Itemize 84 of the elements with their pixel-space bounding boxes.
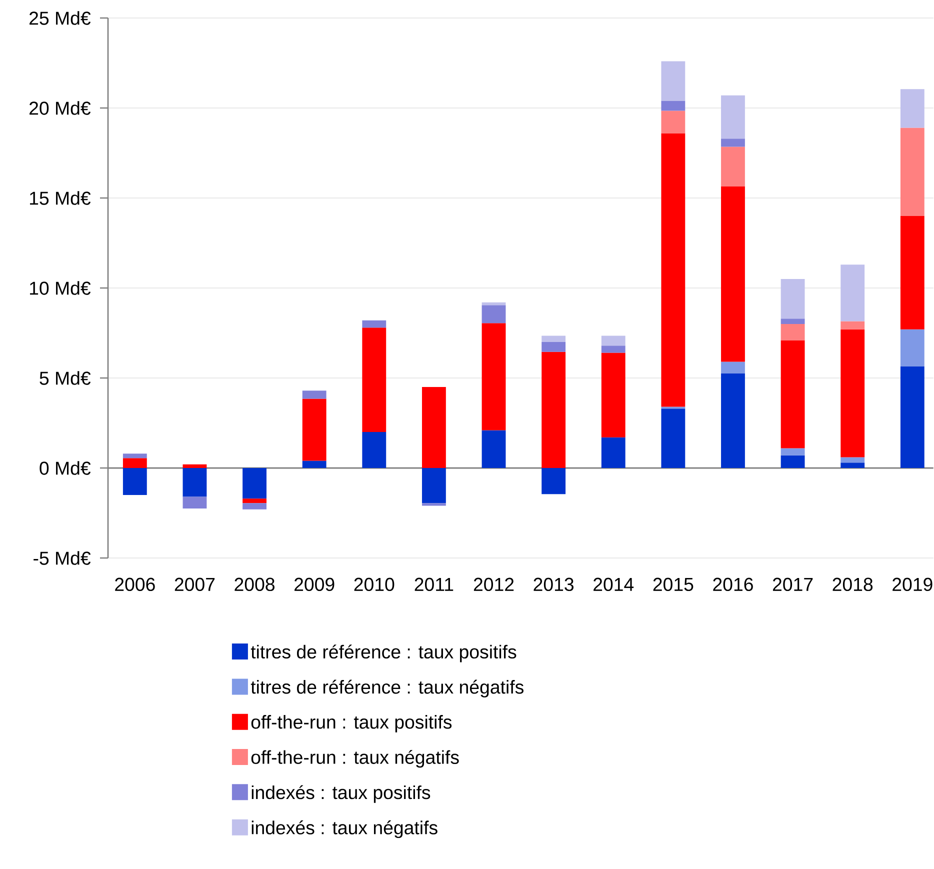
bar — [840, 457, 865, 463]
bar — [900, 216, 924, 330]
bar — [362, 328, 386, 432]
bar — [661, 408, 686, 468]
bar — [780, 324, 805, 340]
bar — [721, 138, 745, 147]
bar — [122, 458, 147, 468]
bar — [780, 340, 805, 448]
bar — [362, 320, 386, 328]
y-tick-label: 0 Md€ — [40, 461, 91, 475]
bar — [900, 329, 924, 366]
bar — [362, 432, 386, 468]
bar — [422, 468, 446, 504]
bar — [661, 100, 686, 111]
x-tick-label: 2013 — [534, 578, 574, 592]
legend-label: off-the-run : taux négatifs — [251, 750, 459, 768]
bar — [601, 352, 626, 438]
bar — [840, 329, 865, 458]
bar — [122, 454, 147, 458]
bar — [542, 336, 566, 342]
bar — [661, 110, 686, 134]
bar — [601, 336, 626, 346]
x-tick-label: 2018 — [832, 578, 873, 592]
x-tick-label: 2006 — [115, 578, 155, 592]
bar — [542, 468, 566, 494]
bar — [482, 305, 506, 324]
y-tick-label: 25 Md€ — [30, 11, 91, 25]
x-tick-label: 2007 — [174, 578, 215, 592]
bar — [122, 468, 147, 495]
y-tick-label: 20 Md€ — [30, 101, 91, 115]
bar — [302, 398, 326, 461]
bar — [542, 352, 566, 468]
bar — [601, 437, 626, 468]
bar — [182, 464, 207, 468]
y-tick-label: 10 Md€ — [30, 281, 91, 295]
legend-label: off-the-run : taux positifs — [251, 715, 452, 732]
bar — [242, 468, 266, 499]
x-tick-label: 2011 — [414, 578, 454, 592]
bar — [242, 503, 266, 510]
y-tick-label: 5 Md€ — [40, 371, 91, 385]
legend-label: indexés : taux négatifs — [252, 820, 438, 838]
bar — [182, 496, 207, 509]
bar — [422, 503, 446, 506]
x-tick-label: 2014 — [594, 578, 634, 592]
bar — [780, 448, 805, 456]
x-tick-label: 2008 — [234, 578, 274, 592]
bar — [482, 302, 506, 306]
y-tick-label: 15 Md€ — [30, 191, 91, 205]
bar — [840, 321, 865, 330]
legend-label: indexés : taux positifs — [252, 785, 430, 803]
bar — [721, 186, 745, 362]
bar — [721, 362, 745, 374]
bar — [780, 318, 805, 324]
bar — [900, 366, 924, 468]
bar — [182, 468, 207, 497]
bar — [721, 146, 745, 186]
bar — [422, 387, 446, 468]
bar — [900, 128, 924, 216]
bar — [721, 95, 745, 139]
bar — [601, 346, 626, 353]
bar — [242, 498, 266, 504]
bar — [780, 279, 805, 319]
bar — [482, 323, 506, 430]
x-tick-label: 2017 — [772, 578, 813, 592]
bar — [542, 342, 566, 352]
legend-label: titres de référence : taux négatifs — [250, 680, 524, 698]
x-tick-label: 2019 — [892, 578, 932, 592]
bar — [302, 460, 326, 468]
bar — [780, 455, 805, 468]
x-tick-label: 2015 — [653, 578, 694, 592]
x-tick-label: 2012 — [474, 578, 514, 592]
bar — [721, 374, 745, 468]
bar — [482, 430, 506, 468]
x-tick-label: 2010 — [354, 578, 394, 592]
y-tick-label: -5 Md€ — [34, 551, 91, 565]
bar — [900, 89, 924, 128]
x-tick-label: 2016 — [713, 578, 753, 592]
bar — [302, 390, 326, 399]
x-tick-label: 2009 — [294, 578, 334, 592]
bar — [661, 133, 686, 407]
legend-label: titres de référence : taux positifs — [250, 644, 516, 662]
bar — [840, 264, 865, 322]
bar — [840, 462, 865, 468]
bar — [661, 61, 686, 101]
